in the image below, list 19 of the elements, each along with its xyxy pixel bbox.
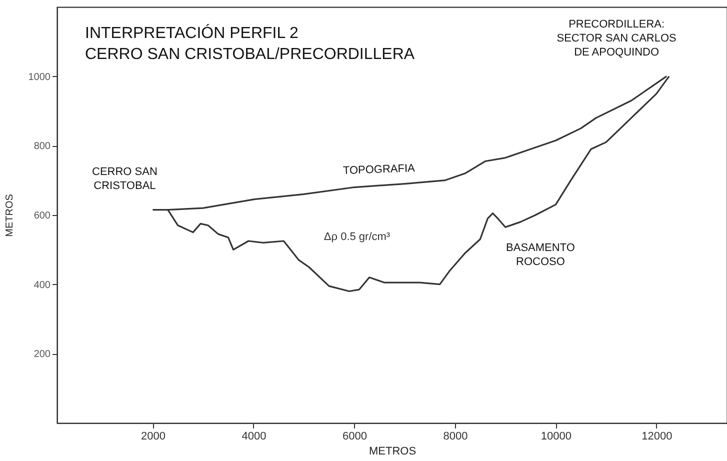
x-tick-label: 4000 [242, 430, 266, 442]
x-tick-label: 6000 [342, 430, 367, 442]
annotation: PRECORDILLERA: SECTOR SAN CARLOS DE APOQUINDO [556, 18, 676, 58]
y-tick-label: 1000 [28, 72, 51, 83]
annotation: TOPOGRAFIA [342, 162, 416, 178]
x-axis-title: METROS [368, 446, 416, 458]
x-tick-label: 8000 [443, 430, 468, 442]
y-tick-label: 600 [34, 210, 51, 222]
y-tick-label: 400 [34, 280, 51, 291]
text: INTERPRETACIÓN PERFIL 2 CERRO SAN CRISTOBAL/PRECORDILLERA [85, 24, 415, 63]
y-tick-label: 200 [34, 349, 51, 360]
x-tick-label: 12000 [642, 430, 672, 442]
y-axis-title: METROS [4, 194, 16, 237]
annotation: BASAMENTO ROCOSO [506, 242, 576, 268]
annotation: CERRO SAN CRISTOBAL [92, 166, 158, 192]
x-tick-label: 2000 [140, 430, 166, 442]
annotation: Δρ 0.5 gr/cm³ [324, 231, 390, 243]
x-tick-label: 10000 [540, 430, 572, 442]
y-tick-label: 800 [34, 141, 51, 152]
